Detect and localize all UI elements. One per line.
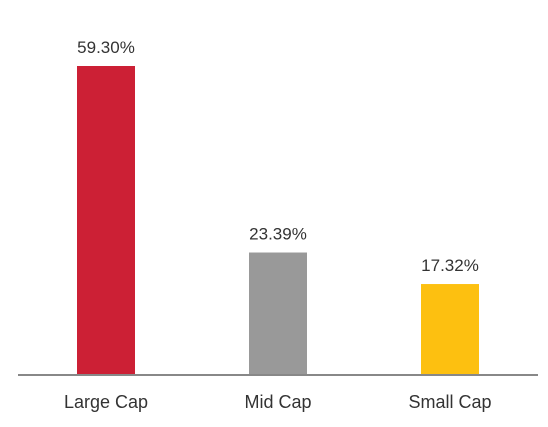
bar-large-cap: [77, 66, 135, 374]
data-label: 59.30%: [77, 38, 135, 57]
data-label: 23.39%: [249, 225, 307, 244]
data-label: 17.32%: [421, 256, 479, 275]
category-labels-group: Large Cap Mid Cap Small Cap: [64, 392, 492, 412]
value-labels-group: 59.30% 23.39% 17.32%: [77, 38, 479, 275]
bar-small-cap: [421, 284, 479, 374]
category-label: Mid Cap: [244, 392, 311, 412]
bars-group: [77, 66, 479, 374]
category-label: Large Cap: [64, 392, 148, 412]
category-label: Small Cap: [408, 392, 491, 412]
bar-mid-cap: [249, 252, 307, 374]
